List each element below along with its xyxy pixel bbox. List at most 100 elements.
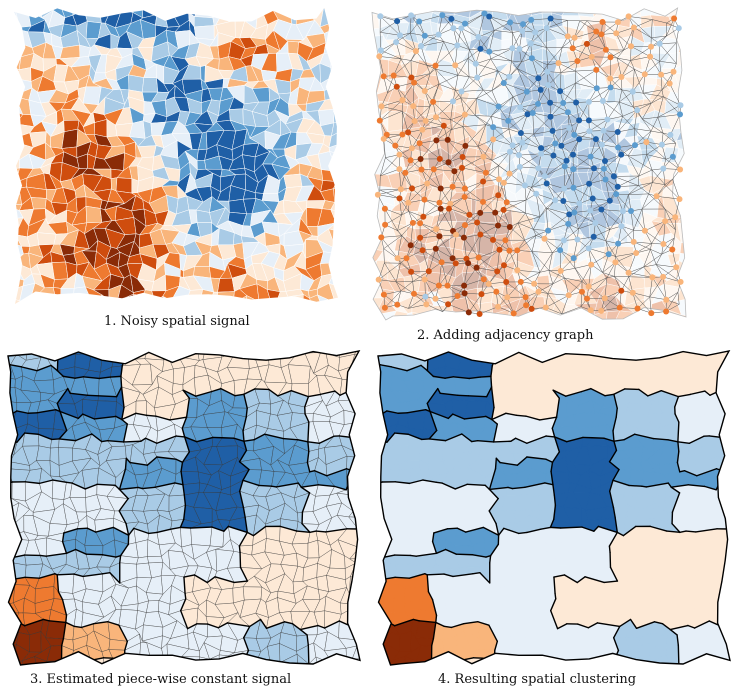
graph-edge bbox=[448, 196, 465, 209]
segment-cell bbox=[727, 528, 730, 549]
graph-edge bbox=[483, 139, 494, 157]
segment-boundary bbox=[61, 540, 68, 555]
graph-edge bbox=[447, 139, 463, 158]
graph-edge bbox=[532, 112, 553, 132]
segment-boundary bbox=[24, 618, 45, 627]
segment-boundary bbox=[211, 526, 225, 532]
segment-boundary bbox=[196, 436, 214, 443]
graph-node bbox=[495, 192, 502, 199]
graph-node bbox=[454, 293, 461, 299]
region-cell bbox=[620, 54, 631, 66]
graph-edge bbox=[489, 48, 513, 52]
segment-boundary bbox=[326, 468, 348, 477]
graph-node bbox=[517, 104, 524, 111]
graph-edge bbox=[476, 89, 484, 99]
segment-cell bbox=[8, 656, 13, 665]
segment-boundary bbox=[156, 528, 172, 534]
region-cell bbox=[194, 8, 214, 19]
segment-boundary bbox=[8, 557, 11, 561]
graph-edge bbox=[377, 194, 400, 199]
region-cell bbox=[474, 77, 496, 95]
graph-node bbox=[519, 139, 526, 146]
graph-edge bbox=[460, 97, 476, 116]
graph-node bbox=[566, 125, 573, 132]
region-cell bbox=[372, 159, 374, 179]
graph-edge bbox=[662, 276, 667, 300]
graph-edge bbox=[468, 293, 482, 313]
graph-node bbox=[593, 28, 600, 35]
graph-node bbox=[423, 301, 430, 308]
graph-edge bbox=[566, 139, 580, 161]
graph-edge bbox=[464, 188, 484, 203]
segment-cell bbox=[724, 398, 730, 414]
segment-cell bbox=[24, 554, 44, 566]
graph-node bbox=[381, 304, 388, 311]
graph-node bbox=[460, 234, 467, 241]
segment-boundary bbox=[62, 375, 76, 379]
graph-node bbox=[474, 219, 481, 226]
graph-edge bbox=[379, 56, 384, 77]
graph-edge bbox=[448, 208, 470, 216]
region-cell bbox=[321, 169, 338, 182]
graph-edge bbox=[563, 168, 574, 189]
region-cell bbox=[518, 285, 532, 300]
segment-boundary bbox=[16, 410, 29, 414]
graph-node bbox=[602, 176, 609, 183]
region-cell bbox=[15, 8, 31, 13]
graph-edge bbox=[476, 267, 498, 272]
segment-cell bbox=[147, 556, 164, 564]
region-cell bbox=[676, 174, 686, 187]
graph-node bbox=[547, 99, 554, 106]
segment-boundary bbox=[56, 402, 61, 413]
graph-edge bbox=[674, 199, 680, 218]
graph-edge bbox=[438, 18, 452, 35]
segment-cell bbox=[22, 432, 40, 447]
graph-edge bbox=[651, 220, 666, 244]
graph-node bbox=[589, 195, 596, 202]
graph-edge bbox=[381, 99, 403, 107]
graph-edge bbox=[401, 211, 409, 216]
graph-edge bbox=[475, 115, 487, 125]
segment-boundary bbox=[268, 388, 279, 397]
segment-boundary bbox=[56, 351, 59, 372]
graph-node bbox=[517, 130, 524, 136]
graph-node bbox=[494, 268, 501, 275]
graph-node bbox=[628, 43, 634, 50]
region-cell bbox=[616, 162, 630, 174]
graph-edge bbox=[575, 83, 577, 103]
graph-edge bbox=[519, 153, 542, 168]
graph-edge bbox=[517, 270, 540, 273]
segment-boundary bbox=[125, 522, 130, 536]
graph-edge bbox=[476, 98, 499, 107]
region-cell bbox=[501, 30, 522, 41]
graph-edge bbox=[546, 47, 548, 65]
graph-node bbox=[630, 24, 637, 31]
graph-edge bbox=[447, 263, 456, 286]
graph-edge bbox=[588, 264, 592, 287]
graph-edge bbox=[435, 45, 458, 66]
graph-edge bbox=[531, 58, 548, 72]
graph-node bbox=[461, 282, 468, 289]
region-cell bbox=[173, 8, 190, 16]
region-cell bbox=[372, 247, 384, 269]
region-cell bbox=[466, 93, 477, 103]
graph-node bbox=[560, 100, 567, 106]
segment-boundary bbox=[348, 483, 360, 490]
graph-edge bbox=[568, 281, 583, 296]
segment-cell bbox=[378, 538, 387, 560]
graph-edge bbox=[400, 58, 412, 78]
graph-edge bbox=[615, 33, 625, 51]
segment-boundary bbox=[50, 364, 59, 372]
graph-edge bbox=[590, 200, 610, 211]
graph-edge bbox=[628, 185, 639, 195]
graph-edge bbox=[433, 169, 441, 189]
graph-edge bbox=[588, 248, 609, 255]
graph-edge bbox=[377, 189, 401, 195]
graph-edge bbox=[643, 264, 657, 268]
graph-node bbox=[592, 136, 599, 143]
graph-edge bbox=[509, 61, 522, 77]
segment-boundary bbox=[156, 456, 177, 460]
graph-edge bbox=[659, 43, 677, 64]
segment-boundary bbox=[301, 522, 311, 534]
graph-edge bbox=[517, 68, 541, 91]
